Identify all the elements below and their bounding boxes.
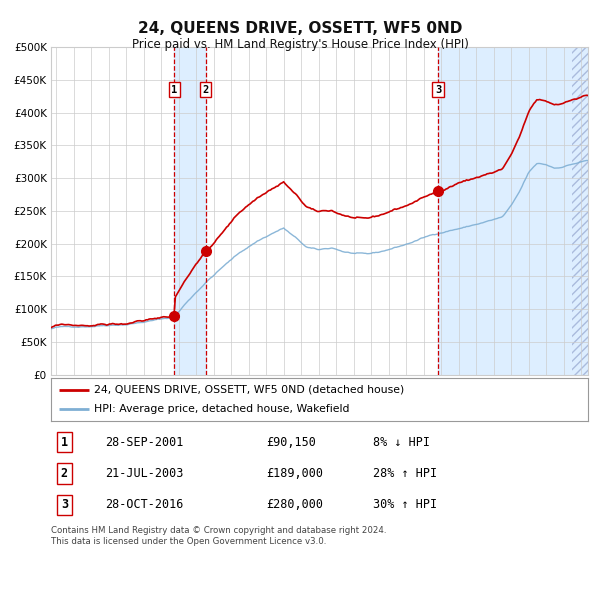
Bar bbox=[572, 47, 590, 375]
Bar bbox=[438, 47, 572, 375]
Text: 28% ↑ HPI: 28% ↑ HPI bbox=[373, 467, 437, 480]
Bar bbox=[174, 47, 206, 375]
Text: 2: 2 bbox=[61, 467, 68, 480]
Text: 8% ↓ HPI: 8% ↓ HPI bbox=[373, 436, 430, 449]
Text: 30% ↑ HPI: 30% ↑ HPI bbox=[373, 498, 437, 511]
Text: £189,000: £189,000 bbox=[266, 467, 323, 480]
Text: Price paid vs. HM Land Registry's House Price Index (HPI): Price paid vs. HM Land Registry's House … bbox=[131, 38, 469, 51]
Text: 24, QUEENS DRIVE, OSSETT, WF5 0ND (detached house): 24, QUEENS DRIVE, OSSETT, WF5 0ND (detac… bbox=[94, 385, 404, 395]
Text: 1: 1 bbox=[171, 85, 178, 95]
Text: 28-OCT-2016: 28-OCT-2016 bbox=[105, 498, 183, 511]
Text: 2: 2 bbox=[203, 85, 209, 95]
Text: 3: 3 bbox=[61, 498, 68, 511]
Text: HPI: Average price, detached house, Wakefield: HPI: Average price, detached house, Wake… bbox=[94, 404, 349, 414]
Text: 3: 3 bbox=[435, 85, 441, 95]
Text: 21-JUL-2003: 21-JUL-2003 bbox=[105, 467, 183, 480]
Text: 28-SEP-2001: 28-SEP-2001 bbox=[105, 436, 183, 449]
Text: £90,150: £90,150 bbox=[266, 436, 316, 449]
Text: 1: 1 bbox=[61, 436, 68, 449]
Text: £280,000: £280,000 bbox=[266, 498, 323, 511]
Text: Contains HM Land Registry data © Crown copyright and database right 2024.
This d: Contains HM Land Registry data © Crown c… bbox=[51, 526, 386, 546]
Text: 24, QUEENS DRIVE, OSSETT, WF5 0ND: 24, QUEENS DRIVE, OSSETT, WF5 0ND bbox=[138, 21, 462, 35]
